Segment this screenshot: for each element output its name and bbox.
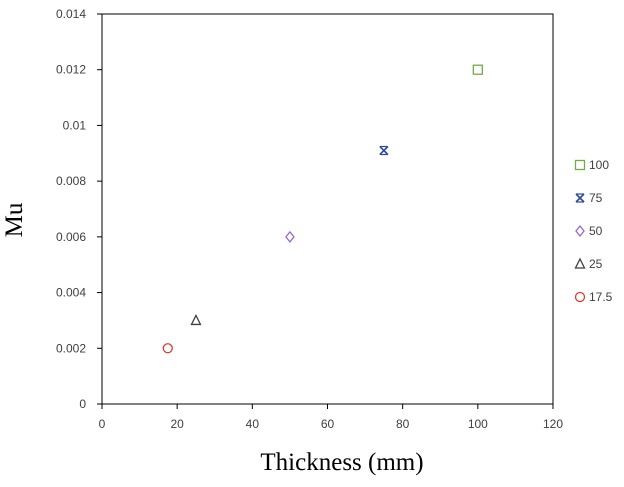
marker-layer [162, 64, 483, 354]
y-axis-title: Mu [1, 202, 28, 237]
data-point-triangle [190, 313, 202, 326]
y-tick-label: 0.002 [56, 341, 86, 355]
x-tick-label: 100 [468, 417, 488, 431]
legend-marker-triangle [574, 257, 586, 269]
data-point-square [472, 64, 483, 75]
x-tick-label: 60 [321, 417, 335, 431]
legend-label: 25 [589, 257, 603, 271]
y-tick-label: 0.01 [63, 118, 87, 132]
legend: 100 75 50 25 17.5 [574, 158, 613, 304]
x-tick-label: 40 [246, 417, 260, 431]
legend-label: 17.5 [589, 290, 613, 304]
legend-label: 75 [589, 191, 603, 205]
data-point-asterisk [379, 145, 389, 156]
y-tick-label: 0.012 [56, 63, 86, 77]
legend-marker-diamond [575, 224, 585, 238]
y-tick-label: 0 [79, 397, 86, 411]
x-tick-label: 20 [170, 417, 184, 431]
x-tick-label: 120 [543, 417, 563, 431]
y-tick-label: 0.008 [56, 174, 86, 188]
x-tick-label: 80 [396, 417, 410, 431]
y-tick-label: 0.004 [56, 286, 86, 300]
y-tick-label: 0.006 [56, 230, 86, 244]
y-tick-label: 0.014 [56, 7, 86, 21]
x-axis-title: Thickness (mm) [260, 449, 423, 476]
tick-layer: 0 20 40 60 80 100 120 0 0.002 0.004 0.006 0.008 0.01… [56, 7, 563, 431]
data-point-diamond [285, 230, 295, 243]
plot-area [101, 13, 554, 405]
legend-label: 100 [589, 158, 609, 172]
legend-marker-square [574, 159, 586, 171]
x-tick-label: 0 [99, 417, 106, 431]
legend-marker-circle [574, 291, 586, 303]
legend-label: 50 [589, 224, 603, 238]
legend-marker-asterisk [575, 193, 585, 203]
data-point-circle [162, 343, 173, 354]
